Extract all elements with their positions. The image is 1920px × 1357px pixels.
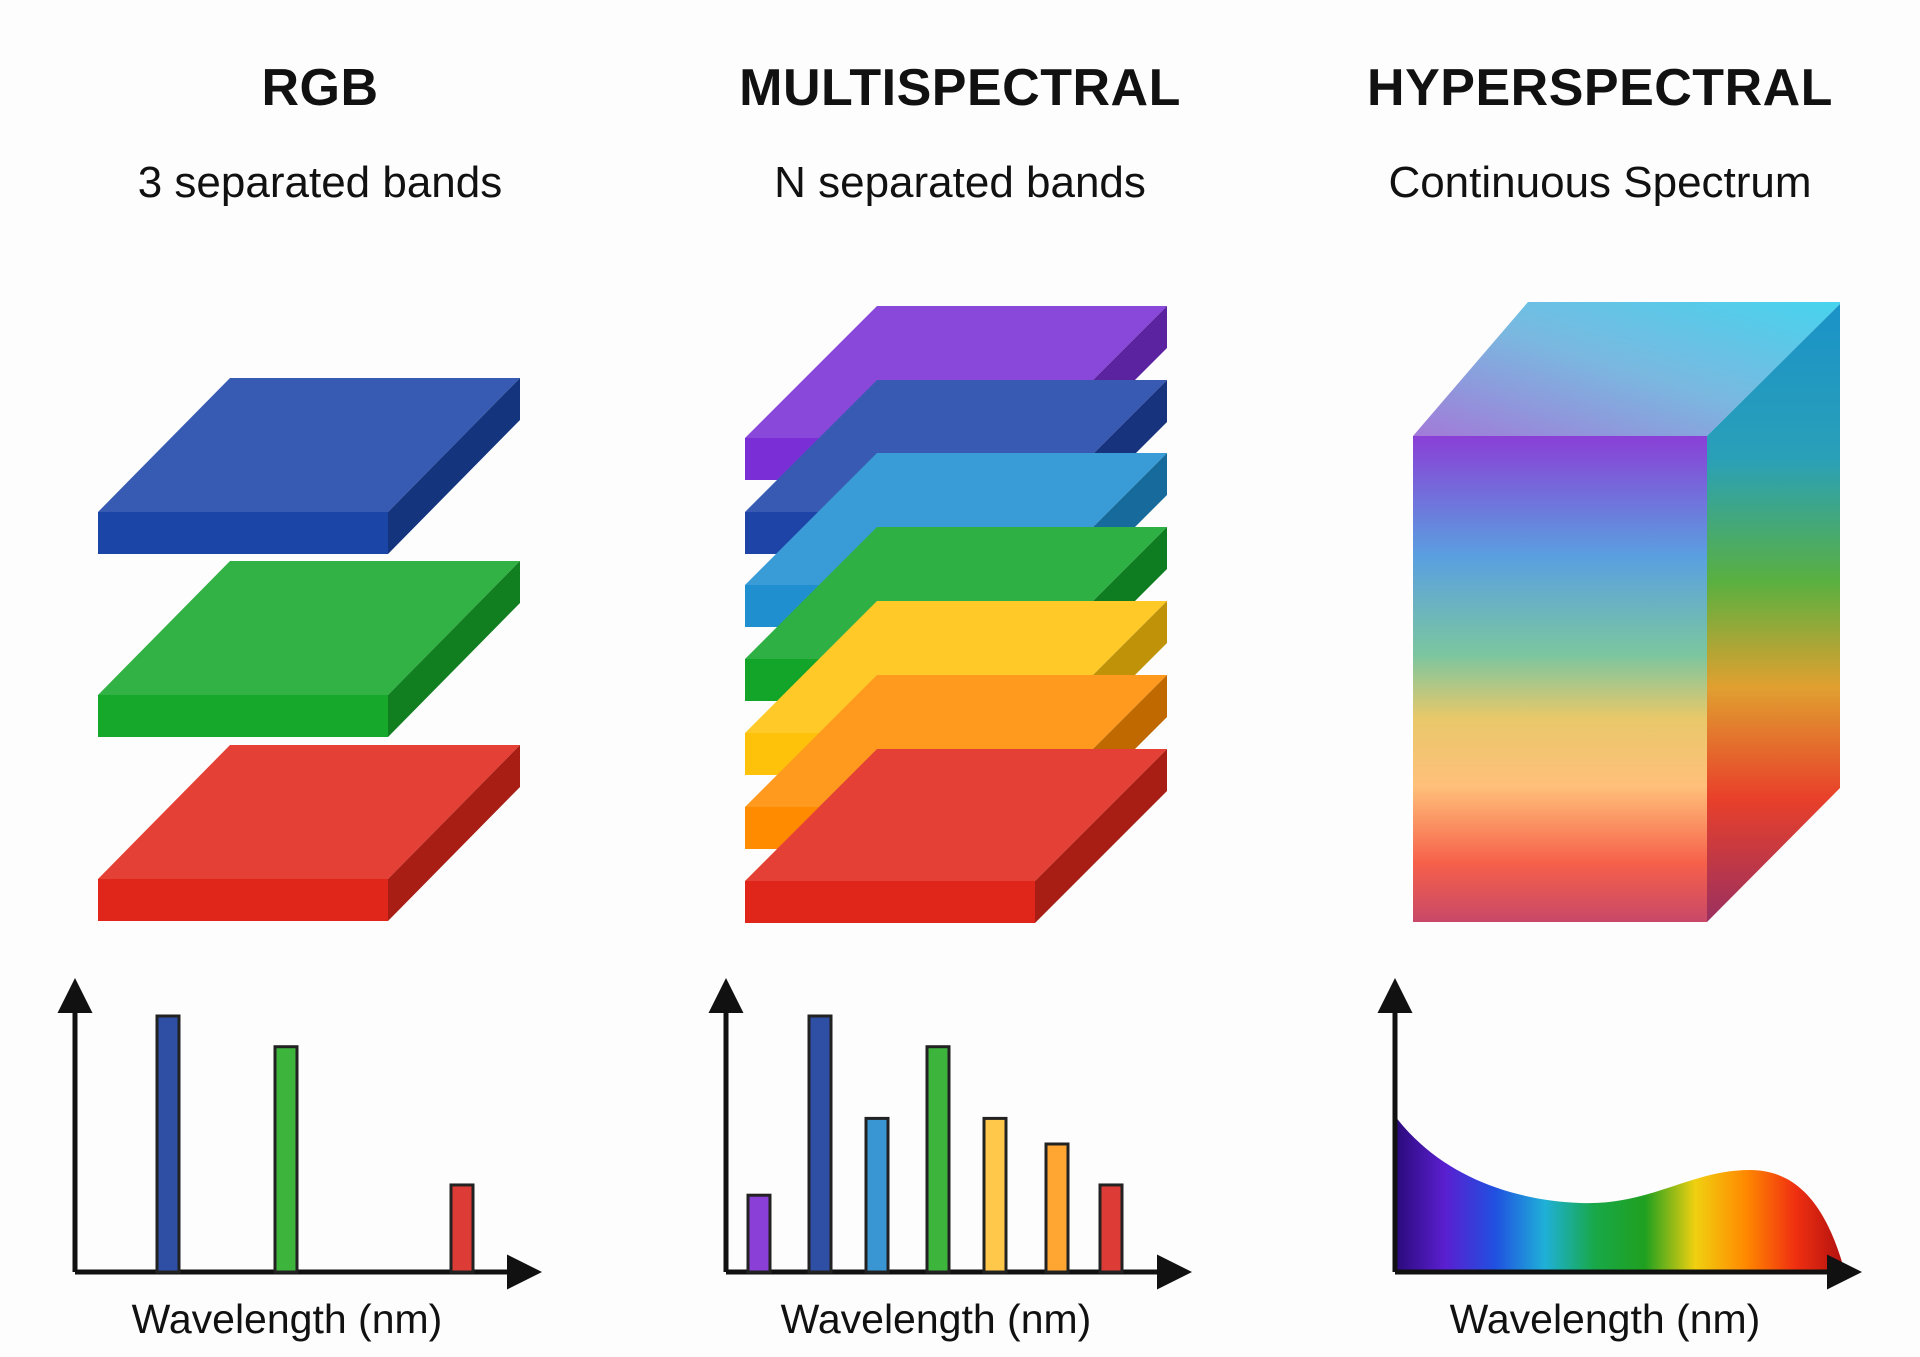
spectrum-curve (1395, 1116, 1845, 1272)
multispectral-band-layer-top (745, 749, 1167, 881)
rgb-band-layer-top (98, 561, 520, 695)
multispectral-band-layer (745, 749, 1167, 923)
multispectral-band-layer-front (745, 881, 1035, 923)
rgb-subtitle: 3 separated bands (137, 158, 503, 207)
multispectral-axis-label: Wavelength (nm) (780, 1296, 1092, 1342)
band-bar (1044, 1142, 1070, 1274)
rgb-band-layer-front (98, 695, 388, 737)
band-bar (807, 1014, 833, 1274)
band-bar (925, 1045, 951, 1274)
rgb-axis-label: Wavelength (nm) (131, 1296, 443, 1342)
rgb-band-layer-side (388, 745, 520, 921)
band-bar (982, 1116, 1008, 1274)
rgb-band-stack (98, 378, 520, 921)
rgb-band-layer-front (98, 879, 388, 921)
band-bar (864, 1116, 890, 1274)
rgb-band-layer (98, 378, 520, 554)
hyperspectral-title: HYPERSPECTRAL (1367, 59, 1833, 117)
multispectral-band-layer-side (1035, 749, 1167, 923)
band-bar (449, 1183, 475, 1274)
band-bar (1098, 1183, 1124, 1274)
hyperspectral-spectrum-chart (1377, 978, 1862, 1290)
rgb-band-layer (98, 561, 520, 737)
multispectral-title: MULTISPECTRAL (739, 59, 1181, 117)
rgb-band-layer-side (388, 561, 520, 737)
hyperspectral-subtitle: Continuous Spectrum (1388, 158, 1812, 207)
rgb-band-layer (98, 745, 520, 921)
cube-top-face (1413, 302, 1840, 436)
rgb-band-chart (57, 978, 542, 1290)
cube-front-face (1413, 436, 1707, 922)
band-bar (746, 1193, 772, 1274)
band-bar (155, 1014, 181, 1274)
rgb-band-layer-side (388, 378, 520, 554)
band-bar (273, 1045, 299, 1274)
rgb-title: RGB (261, 59, 379, 117)
multispectral-band-chart (708, 978, 1192, 1290)
rgb-band-layer-front (98, 512, 388, 554)
multispectral-subtitle: N separated bands (774, 158, 1146, 207)
hyperspectral-cube (1413, 302, 1840, 922)
multispectral-band-stack (745, 306, 1167, 923)
hyperspectral-axis-label: Wavelength (nm) (1449, 1296, 1761, 1342)
rgb-band-layer-top (98, 745, 520, 879)
cube-side-face (1707, 304, 1840, 922)
rgb-band-layer-top (98, 378, 520, 512)
